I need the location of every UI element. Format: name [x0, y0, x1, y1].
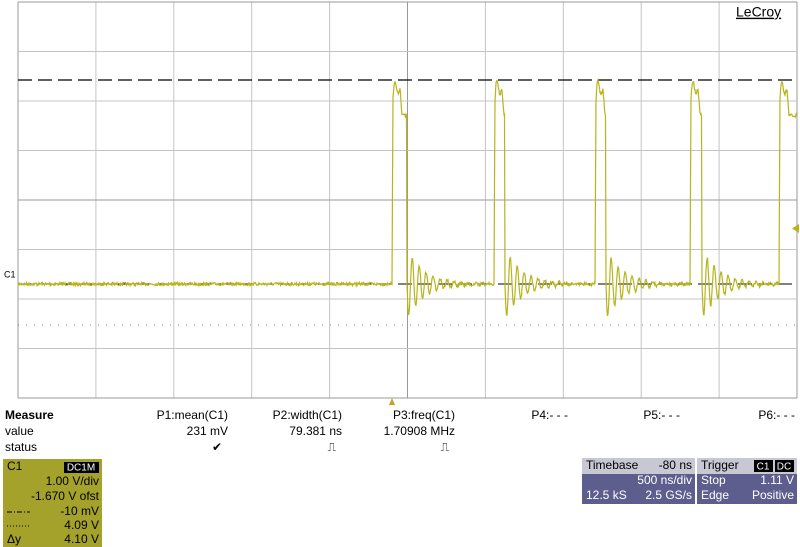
samples: 12.5 kS	[586, 488, 627, 502]
measure-table: Measure value status P1:mean(C1)231 mV✔P…	[5, 408, 795, 454]
timebase-box: Timebase -80 ns 500 ns/div 12.5 kS 2.5 G…	[582, 458, 695, 504]
param-value: 231 mV	[187, 424, 228, 438]
rate: 2.5 GS/s	[645, 488, 692, 502]
trigger-coupling: DC	[777, 462, 791, 473]
param-status: ⎍	[328, 440, 337, 454]
logo: LeCroy	[736, 4, 781, 20]
coupling-bg	[64, 462, 99, 473]
channel-name: C1	[7, 459, 23, 473]
row-label: value	[5, 424, 34, 438]
trigger-mode: Stop	[701, 473, 726, 487]
coupling-bg	[775, 460, 794, 472]
param-name: P5:- - -	[643, 408, 680, 422]
timebase-bg	[582, 474, 695, 504]
param-name: P4:- - -	[531, 408, 568, 422]
delay: -80 ns	[659, 458, 692, 472]
scale: 1.00 V/div	[46, 474, 99, 488]
param-status: ⎍	[441, 440, 450, 454]
trigger-type: Edge	[701, 488, 729, 502]
source-bg	[754, 460, 773, 472]
offset: -1.670 V ofst	[31, 489, 100, 503]
param-name: P3:freq(C1)	[393, 408, 455, 422]
timebase-title: Timebase	[586, 458, 639, 472]
param-status: ✔	[212, 440, 222, 454]
channel-box: C1 DC1M 1.00 V/div -1.670 V ofst -10 mV …	[3, 459, 102, 547]
measure-title: Measure	[5, 408, 54, 422]
cursor1: -10 mV	[60, 504, 99, 518]
delta-label: Δy	[7, 532, 21, 546]
cursor2: 4.09 V	[64, 518, 99, 532]
row-label: status	[5, 440, 37, 454]
channel-bg	[3, 459, 102, 547]
graticule	[17, 1, 798, 399]
trigger-box: Trigger C1 DC Stop 1.11 V Edge Positive	[697, 458, 797, 504]
tb-scale: 500 ns/div	[637, 473, 692, 487]
measure-columns: P1:mean(C1) 231 mV ✔ P2:width(C1) 79.381 ns ⎍…	[157, 408, 795, 454]
trigger-position	[389, 398, 395, 405]
channel-marker: C1	[4, 269, 16, 279]
trigger-slope: Positive	[752, 488, 794, 502]
timebase-header	[582, 458, 695, 474]
param-value: 79.381 ns	[289, 424, 342, 438]
param-name: P1:mean(C1)	[157, 408, 228, 422]
waveform	[17, 77, 798, 317]
delta: 4.10 V	[64, 532, 99, 546]
coupling: DC1M	[67, 463, 95, 474]
trigger-bg	[697, 474, 797, 504]
param-value: 1.70908 MHz	[384, 424, 455, 438]
trigger-title: Trigger	[701, 458, 739, 472]
param-name: P2:width(C1)	[273, 408, 342, 422]
trigger-level-text: 1.11 V	[760, 473, 794, 487]
trigger-level	[792, 224, 799, 233]
trigger-source: C1	[757, 462, 770, 473]
param-name: P6:- - -	[758, 408, 795, 422]
